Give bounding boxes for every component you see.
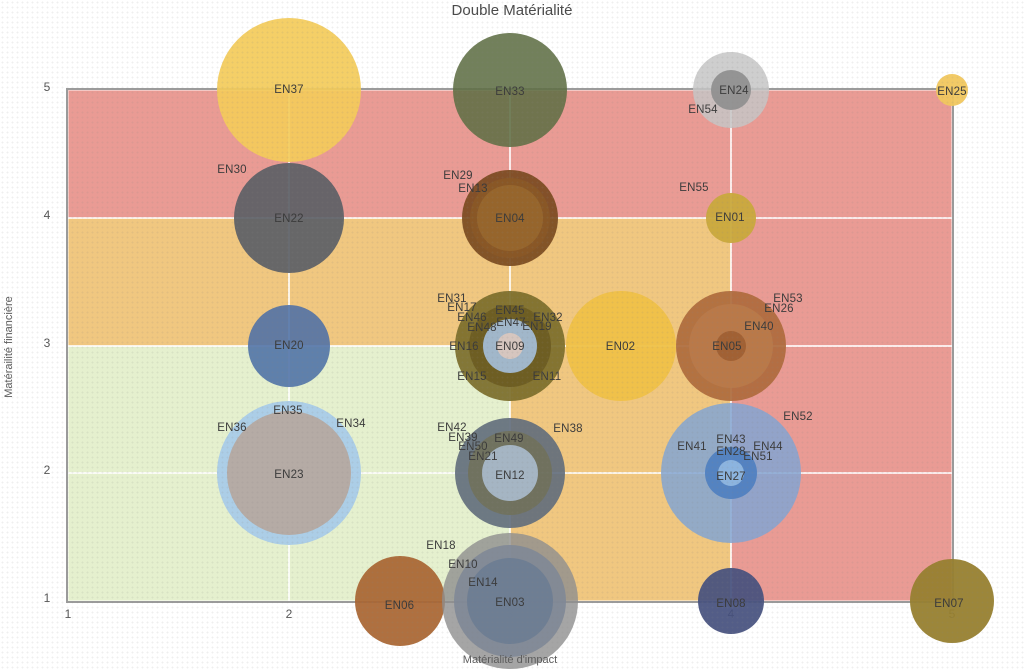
bubble-label-EN09: EN09 — [495, 340, 525, 353]
bubble-label-EN26: EN26 — [764, 302, 794, 315]
bubble-label-EN28: EN28 — [716, 446, 746, 459]
bubble-label-EN33: EN33 — [495, 86, 525, 98]
x-axis-title: Matérialité d'impact — [462, 654, 558, 666]
bubble-label-EN47: EN47 — [496, 316, 526, 329]
bubble-label-EN14: EN14 — [468, 577, 498, 589]
y-tick-4: 4 — [43, 207, 51, 222]
bubble-EN23-fill — [227, 411, 351, 536]
chart-title: Double Matérialité — [451, 2, 573, 19]
bubble-label-EN21: EN21 — [468, 451, 498, 464]
y-tick-1: 1 — [43, 591, 51, 605]
bubble-label-EN36: EN36 — [217, 422, 247, 435]
bubble-label-EN27: EN27 — [716, 471, 746, 484]
bubble-EN02 — [565, 290, 676, 401]
y-axis-title: Matérailité financière — [3, 296, 15, 398]
bubble-label-EN35: EN35 — [273, 405, 303, 418]
bubble-label-EN53: EN53 — [773, 292, 803, 305]
bubble-label-EN52: EN52 — [783, 411, 813, 424]
bubble-label-EN41: EN41 — [677, 441, 707, 454]
bubble-layer — [68, 18, 994, 669]
bubble-label-EN24: EN24 — [719, 85, 749, 97]
bubble-EN54 — [711, 70, 751, 110]
bubble-label-EN50: EN50 — [458, 441, 488, 454]
bubble-label-EN40: EN40 — [744, 320, 774, 333]
bubble-label-EN44: EN44 — [753, 441, 783, 454]
x-tick-1: 1 — [64, 607, 72, 621]
bubble-label-EN17: EN17 — [447, 301, 477, 314]
bubble-label-EN46: EN46 — [457, 311, 487, 324]
bubble-label-EN30: EN30 — [217, 163, 247, 176]
bubble-label-EN11: EN11 — [532, 370, 562, 383]
x-tick-2: 2 — [285, 607, 293, 621]
bubble-label-EN25: EN25 — [937, 86, 967, 98]
bubble-label-EN29: EN29 — [443, 169, 473, 182]
bubble-label-EN20: EN20 — [274, 339, 304, 352]
bubble-label-EN03: EN03 — [495, 597, 525, 609]
bubble-label-EN51: EN51 — [743, 451, 773, 464]
bubble-label-EN22: EN22 — [274, 212, 304, 225]
y-tick-2: 2 — [43, 463, 51, 478]
bubble-label-EN08: EN08 — [716, 598, 746, 610]
bubble-label-EN55: EN55 — [679, 181, 709, 194]
bubble-label-EN37: EN37 — [274, 84, 304, 96]
bubble-label-EN23: EN23 — [274, 469, 304, 482]
bubble-label-EN48: EN48 — [467, 321, 497, 334]
bubble-label-EN18: EN18 — [426, 540, 456, 552]
bubble-label-EN16: EN16 — [449, 340, 479, 353]
bubble-label-EN10: EN10 — [448, 559, 478, 571]
bubble-EN37 — [217, 18, 361, 162]
y-tick-3: 3 — [43, 335, 51, 350]
bubble-label-EN43: EN43 — [716, 434, 746, 447]
bubble-EN01 — [706, 192, 756, 243]
bubble-label-EN07: EN07 — [934, 598, 964, 610]
bubble-label-EN04: EN04 — [495, 212, 525, 225]
bubble-EN09-core — [497, 332, 523, 359]
bubble-label-EN54: EN54 — [688, 104, 718, 116]
bubble-label-EN32: EN32 — [533, 311, 563, 324]
bubble-EN27-core — [718, 460, 744, 487]
bubble-label-layer: EN37 EN33 EN24 EN54 EN25 EN30 EN22 EN29 EN13 EN04… — [68, 84, 966, 612]
bubble-label-EN19: EN19 — [522, 320, 552, 333]
bubble-label-EN05: EN05 — [712, 340, 742, 353]
bubble-label-EN42: EN42 — [437, 422, 467, 435]
bubble-EN06 — [354, 556, 445, 646]
bubble-EN04 — [477, 184, 543, 251]
plot-area: EN37 EN33 EN24 EN54 EN25 EN30 EN22 EN29 EN13 EN04… — [66, 18, 994, 669]
bubble-EN22 — [234, 162, 344, 273]
bubble-EN20 — [248, 304, 330, 387]
y-tick-5: 5 — [43, 80, 51, 94]
bubble-label-EN31: EN31 — [437, 292, 467, 305]
bubble-label-EN02: EN02 — [605, 340, 636, 353]
bubble-label-EN45: EN45 — [495, 304, 525, 317]
bubble-label-EN01: EN01 — [715, 211, 745, 224]
bubble-label-EN12: EN12 — [495, 470, 525, 483]
bubble-EN25 — [936, 74, 968, 106]
bubble-label-EN06: EN06 — [384, 600, 415, 612]
bubble-label-EN38: EN38 — [553, 423, 583, 436]
bubble-EN08 — [698, 568, 764, 634]
bubble-label-EN13: EN13 — [458, 182, 488, 195]
bubble-label-EN49: EN49 — [494, 433, 524, 446]
bubble-EN05-core — [716, 330, 746, 361]
bubble-EN12-core — [482, 445, 538, 502]
bubble-EN03-core — [467, 558, 553, 644]
bubble-EN33 — [453, 33, 567, 147]
bubble-label-EN39: EN39 — [448, 432, 478, 445]
bubble-EN07 — [910, 559, 994, 643]
bubble-label-EN34: EN34 — [336, 418, 366, 431]
zone-high-red — [731, 217, 952, 601]
bubble-label-EN15: EN15 — [457, 370, 487, 383]
